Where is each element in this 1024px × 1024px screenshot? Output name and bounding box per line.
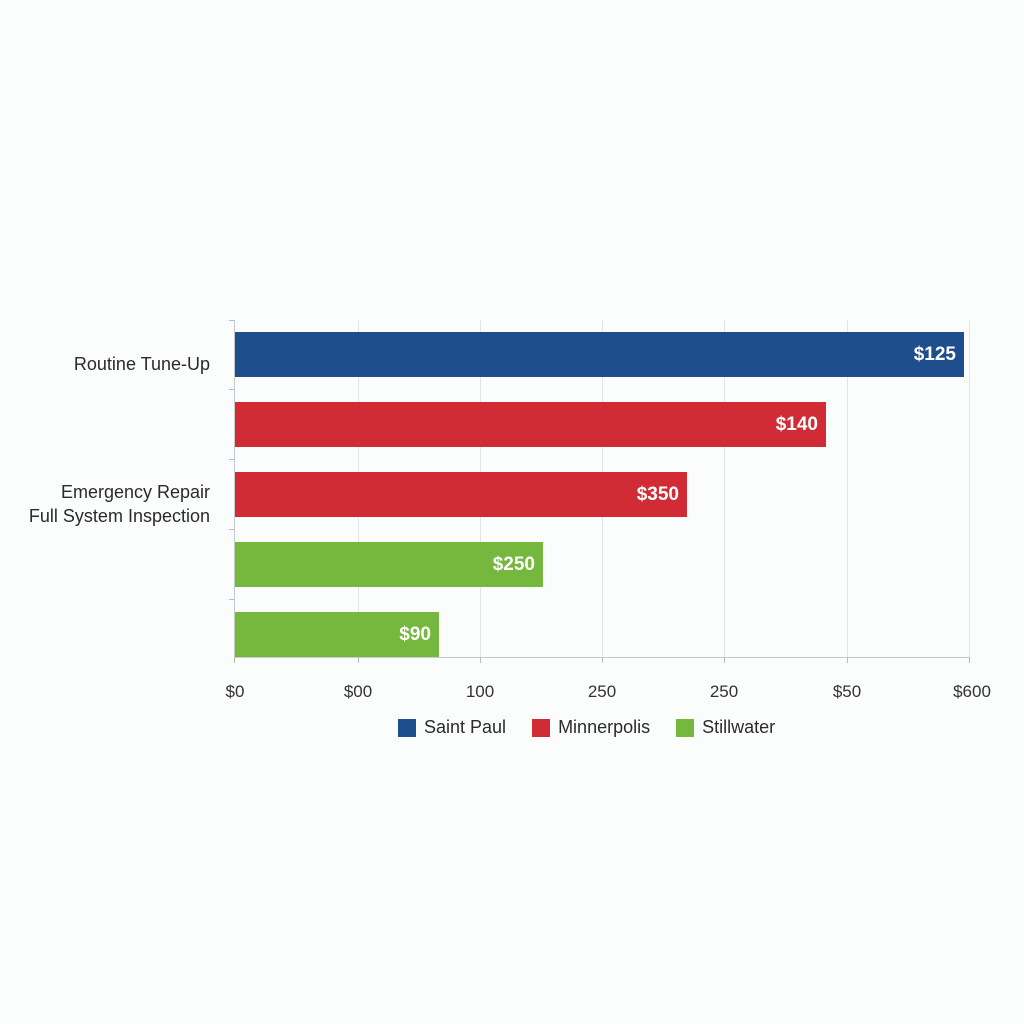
legend-item-stillwater[interactable]: Stillwater — [676, 717, 775, 738]
x-tick-label: 250 — [587, 682, 617, 701]
legend-label: Minnerpolis — [558, 717, 651, 737]
x-tick-label: $50 — [832, 682, 862, 701]
y-tick — [229, 459, 235, 460]
x-tick — [847, 657, 848, 663]
bar-saint-paul-routine: $125 — [235, 332, 964, 377]
legend-swatch-blue — [398, 718, 416, 737]
gridline — [724, 320, 725, 657]
legend-swatch-red — [532, 718, 551, 737]
bar-minneapolis-1: $140 — [235, 402, 826, 447]
y-tick — [229, 320, 235, 321]
bar-stillwater-2: $90 — [235, 612, 439, 657]
x-tick — [724, 657, 725, 663]
category-label-emergency-repair: Emergency Repair — [60, 482, 210, 502]
bar-value-label: $125 — [913, 344, 956, 365]
x-tick — [234, 657, 235, 663]
bar-value-label: $250 — [492, 554, 535, 575]
y-tick — [229, 389, 235, 390]
legend-item-saint-paul[interactable]: Saint Paul — [398, 717, 506, 738]
gridline — [969, 320, 970, 657]
legend: Saint Paul Minnerpolis Stillwater — [398, 717, 801, 738]
y-tick — [229, 529, 235, 530]
legend-item-minneapolis[interactable]: Minnerpolis — [532, 717, 650, 738]
y-tick — [229, 599, 235, 600]
legend-label: Saint Paul — [424, 717, 507, 737]
x-tick-label: 250 — [709, 682, 739, 701]
x-tick-label: $0 — [225, 682, 245, 701]
x-tick — [602, 657, 603, 663]
x-tick-label: $600 — [953, 682, 991, 701]
legend-swatch-green — [676, 718, 695, 737]
x-tick — [358, 657, 359, 663]
bar-minneapolis-2: $350 — [235, 472, 687, 517]
x-tick-label: 100 — [465, 682, 495, 701]
y-axis — [234, 320, 235, 658]
legend-label: Stillwater — [702, 717, 776, 737]
bar-value-label: $140 — [775, 414, 818, 435]
bar-stillwater-1: $250 — [235, 542, 543, 587]
bar-value-label: $350 — [636, 484, 679, 505]
category-label-routine-tune-up: Routine Tune-Up — [73, 354, 210, 374]
bar-value-label: $90 — [399, 624, 431, 645]
gridline — [847, 320, 848, 657]
x-tick-label: $00 — [343, 682, 373, 701]
x-tick — [480, 657, 481, 663]
category-label-full-system-inspection: Full System Inspection — [28, 506, 210, 526]
x-tick — [969, 657, 970, 663]
